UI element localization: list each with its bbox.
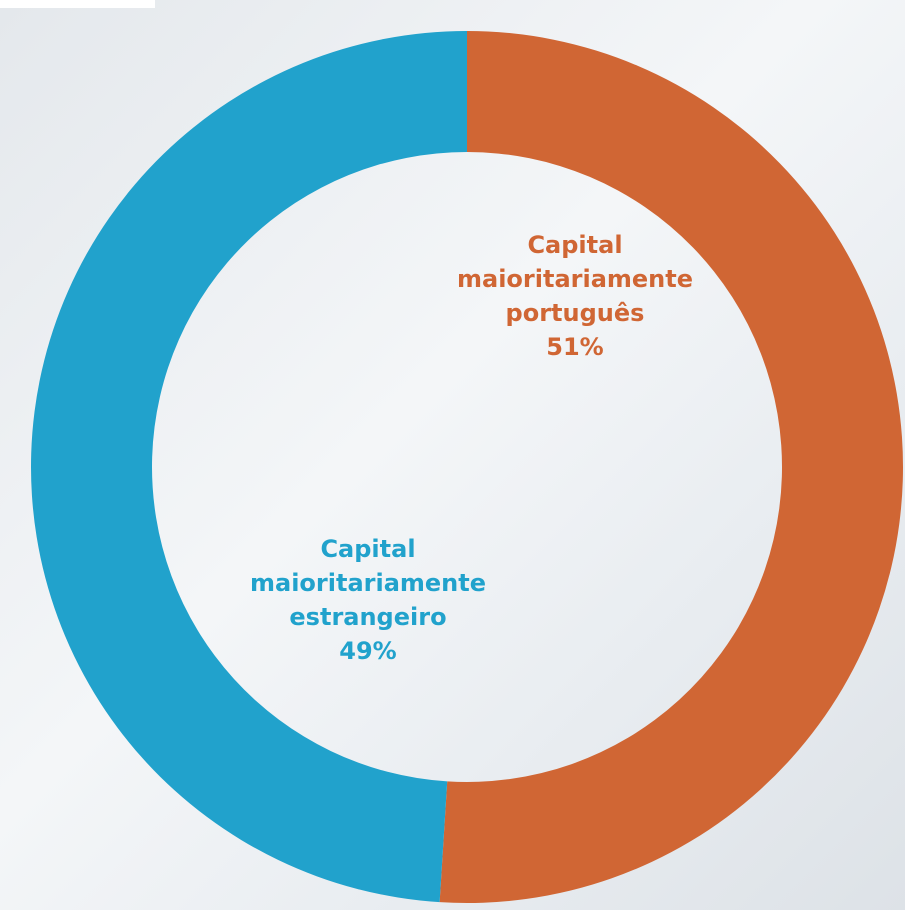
slice-name: Capital maioritariamente português — [456, 231, 694, 327]
slice-value: 51% — [546, 333, 604, 361]
corner-box — [0, 0, 155, 8]
donut-slice — [31, 31, 467, 903]
donut-slice — [439, 30, 904, 904]
slice-label: Capital maioritariamente estrangeiro 49% — [233, 532, 503, 668]
slice-name: Capital maioritariamente estrangeiro — [249, 535, 487, 631]
slice-label: Capital maioritariamente português 51% — [440, 228, 710, 364]
slice-value: 49% — [339, 637, 397, 665]
